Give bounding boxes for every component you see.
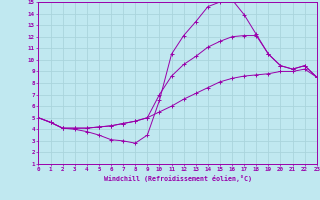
X-axis label: Windchill (Refroidissement éolien,°C): Windchill (Refroidissement éolien,°C) [104,175,252,182]
